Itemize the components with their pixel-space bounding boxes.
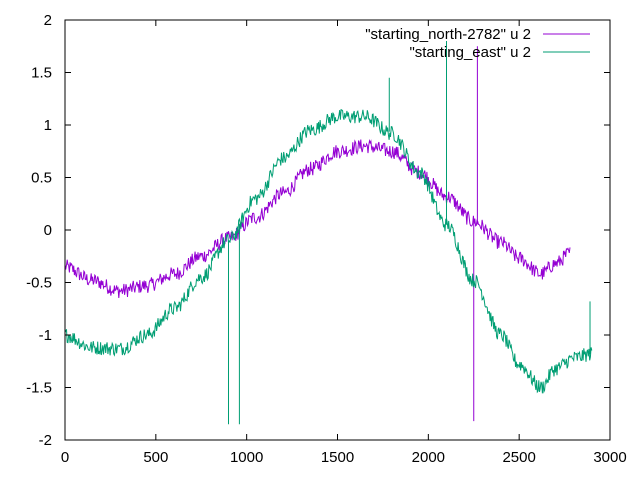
y-tick-label: -1.5 [26,380,52,397]
y-tick-label: -0.5 [26,275,52,292]
legend: "starting_north-2782" u 2"starting_east"… [365,26,590,61]
x-tick-label: 1500 [321,449,354,466]
y-tick-label: 0 [44,222,52,239]
x-tick-label: 1000 [230,449,263,466]
x-tick-label: 2500 [502,449,535,466]
y-tick-label: 1 [44,117,52,134]
x-tick-label: 0 [61,449,69,466]
y-tick-label: 2 [44,12,52,29]
y-axis: -2 -1.5 -1 -0.5 0 0.5 1 1.5 2 [26,12,610,449]
series-line-starting-east [64,108,593,394]
y-tick-label: -1 [39,327,52,344]
y-tick-label: 1.5 [31,65,52,82]
x-tick-label: 3000 [593,449,626,466]
y-tick-label: -2 [39,432,52,449]
legend-label: "starting_north-2782" u 2 [365,26,531,43]
x-tick-label: 2000 [412,449,445,466]
x-axis: 0 500 1000 1500 2000 2500 3000 [61,20,627,466]
plot-content [64,41,593,425]
legend-label: "starting_east" u 2 [409,44,531,61]
y-tick-label: 0.5 [31,170,52,187]
x-tick-label: 500 [143,449,168,466]
series-line-starting-north [64,138,571,298]
